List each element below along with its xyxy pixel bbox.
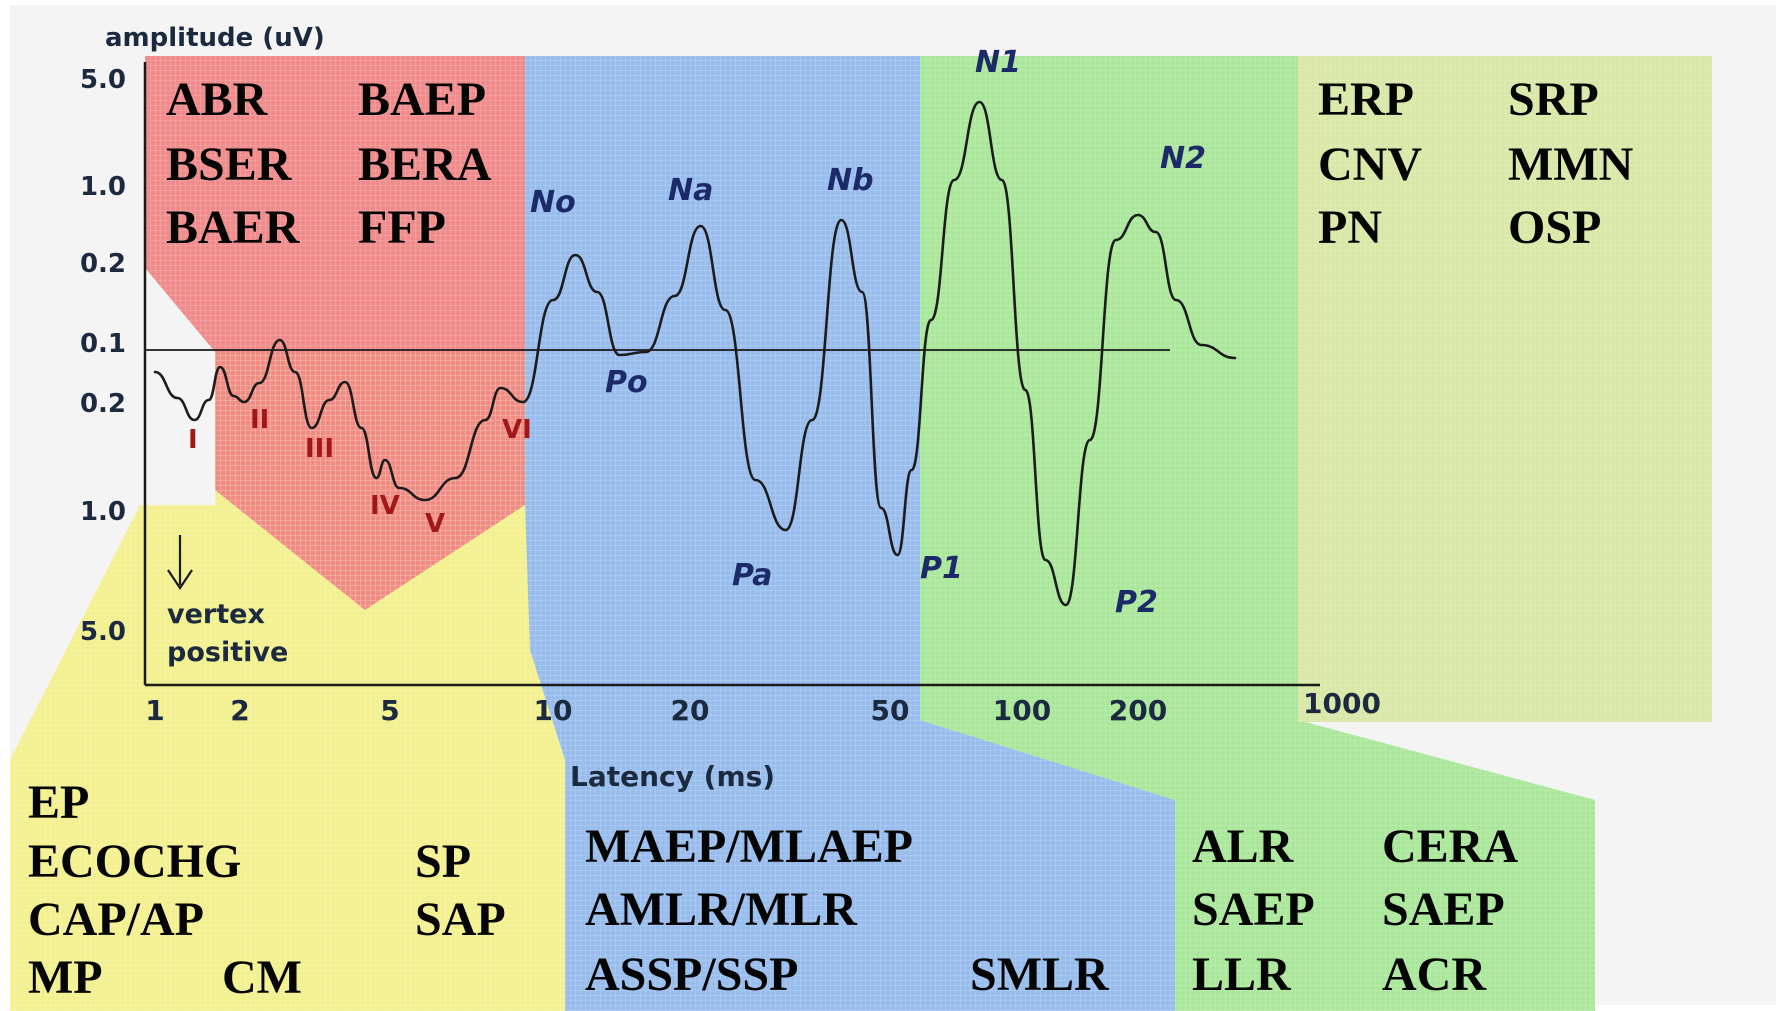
x-tick-label: 50	[871, 694, 910, 727]
x-tick-label: 2	[230, 694, 249, 727]
term-blue-amlr-mlr: AMLR/MLR	[585, 883, 858, 936]
x-tick-label: 20	[671, 694, 710, 727]
note-vertex-positive: vertex positive	[167, 599, 288, 668]
wave-label-p1: P1	[920, 551, 963, 586]
wave-label-ii: II	[250, 405, 269, 435]
term-yellow-mp: MP	[28, 951, 103, 1004]
wave-label-iii: III	[305, 434, 334, 464]
term-olive-osp: OSP	[1508, 201, 1601, 254]
x-tick-labels: 1 2 5 10 20 50 100 200 1000	[145, 687, 1381, 727]
term-red-baep: BAEP	[358, 73, 486, 126]
wave-label-pa: Pa	[732, 558, 772, 593]
y-tick-label: 1.0	[80, 172, 126, 202]
term-olive-srp: SRP	[1508, 73, 1599, 126]
wave-label-no: No	[530, 185, 576, 220]
y-tick-labels: 5.0 1.0 0.2 0.1 0.2 1.0 5.0	[80, 65, 126, 647]
x-tick-label: 200	[1109, 694, 1167, 727]
down-arrow-icon	[167, 535, 193, 590]
y-tick-label: 0.1	[80, 329, 126, 359]
term-yellow-sp: SP	[415, 835, 471, 888]
term-blue-smlr: SMLR	[970, 948, 1110, 1001]
term-green-alr: ALR	[1192, 820, 1295, 873]
x-tick-label: 1	[145, 694, 164, 727]
x-tick-label: 10	[534, 694, 573, 727]
region-blue-mesh	[525, 56, 1175, 1011]
wave-label-na: Na	[668, 173, 713, 208]
wave-label-n1: N1	[975, 45, 1021, 80]
x-tick-label: 5	[380, 694, 399, 727]
term-yellow-cap-ap: CAP/AP	[28, 893, 204, 946]
term-yellow-cm: CM	[222, 951, 302, 1004]
region-olive-mesh	[1298, 56, 1712, 722]
term-yellow-sap: SAP	[415, 893, 506, 946]
wave-label-p2: P2	[1115, 585, 1158, 620]
wave-label-nb: Nb	[827, 163, 874, 198]
term-red-bser: BSER	[166, 138, 293, 191]
wedge-cutout	[145, 268, 215, 352]
wave-label-v: V	[425, 509, 445, 539]
term-green-llr: LLR	[1192, 948, 1292, 1001]
waveform-line	[153, 100, 1237, 607]
term-green-saep: SAEP	[1382, 883, 1505, 936]
wave-label-n2: N2	[1160, 141, 1206, 176]
term-labels: ABR BAEP BSER BERA BAER FFP ERP SRP CNV MMN PN OSP M…	[28, 73, 1634, 1004]
y-tick-label: 0.2	[80, 249, 126, 279]
term-olive-pn: PN	[1318, 201, 1382, 254]
term-yellow-ep: EP	[28, 776, 89, 829]
term-green-cera: CERA	[1382, 820, 1518, 873]
wave-label-vi: VI	[502, 415, 532, 445]
y-tick-label: 1.0	[80, 497, 126, 527]
region-green-mesh	[920, 56, 1595, 1011]
term-green-acr: ACR	[1382, 948, 1487, 1001]
term-red-abr: ABR	[166, 73, 269, 126]
y-tick-label: 5.0	[80, 65, 126, 95]
y-tick-label: 5.0	[80, 617, 126, 647]
y-axis-label: amplitude (uV)	[105, 23, 325, 53]
axes	[143, 62, 1320, 687]
term-olive-cnv: CNV	[1318, 138, 1422, 191]
wave-label-iv: IV	[370, 491, 400, 521]
x-tick-label: 1000	[1303, 687, 1381, 720]
term-red-bera: BERA	[358, 138, 492, 191]
term-yellow-ecochg: ECOCHG	[28, 835, 241, 888]
term-olive-erp: ERP	[1318, 73, 1414, 126]
x-axis-label: Latency (ms)	[570, 760, 775, 793]
region-red-mesh	[145, 56, 525, 610]
wave-label-i: I	[188, 425, 198, 455]
term-red-baer: BAER	[166, 201, 301, 254]
x-tick-label: 100	[993, 694, 1051, 727]
mesh-overlay	[10, 56, 1712, 1011]
term-green-saep: SAEP	[1192, 883, 1315, 936]
term-olive-mmn: MMN	[1508, 138, 1634, 191]
term-red-ffp: FFP	[358, 201, 446, 254]
y-tick-label: 0.2	[80, 389, 126, 419]
term-blue-maep-mlaep: MAEP/MLAEP	[585, 820, 913, 873]
term-blue-assp-ssp: ASSP/SSP	[585, 948, 798, 1001]
wave-label-po: Po	[605, 365, 648, 400]
